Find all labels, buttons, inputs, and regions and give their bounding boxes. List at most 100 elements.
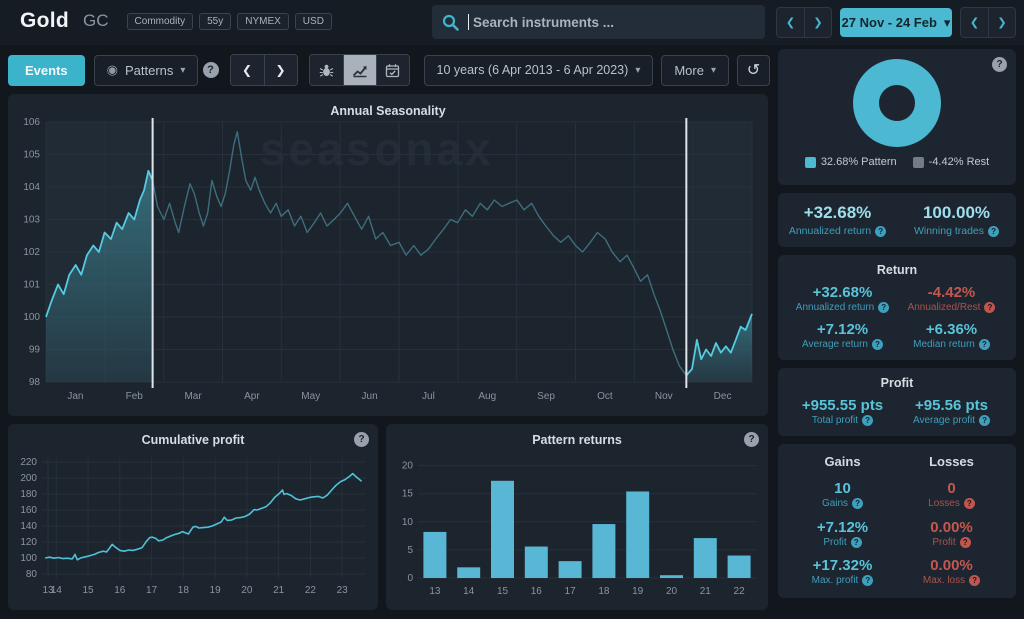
return-panel-title: Return	[876, 263, 918, 277]
svg-text:Apr: Apr	[244, 391, 260, 402]
search-input[interactable]	[473, 14, 755, 30]
next-pattern-button[interactable]: ❯	[263, 55, 297, 85]
svg-text:5: 5	[407, 545, 413, 556]
pattern-returns-title: Pattern returns	[532, 433, 622, 447]
previous-pattern-button[interactable]: ❮	[230, 55, 264, 85]
stat-gains-profit: +7.12% Profit?	[816, 518, 869, 548]
pattern-returns-panel: Pattern returns ? 0 5 10 15 20 13 14 15 16 17 18 19…	[386, 424, 768, 610]
svg-text:Nov: Nov	[655, 391, 673, 402]
svg-text:Feb: Feb	[126, 391, 144, 402]
svg-text:21: 21	[700, 586, 712, 597]
badge-history-length: 55y	[199, 12, 232, 30]
patterns-label: Patterns	[124, 62, 174, 78]
help-icon[interactable]: ?	[878, 302, 890, 313]
annualized-return-label: Annualized return	[788, 225, 872, 237]
bug-icon	[319, 64, 333, 77]
date-shift-forward-button[interactable]: ❯	[804, 8, 831, 37]
help-icon[interactable]: ?	[875, 225, 887, 237]
date-range-label: 27 Nov - 24 Feb	[841, 15, 937, 30]
patterns-dropdown[interactable]: ◉ Patterns ▾	[93, 54, 199, 86]
help-icon[interactable]: ?	[862, 415, 874, 427]
stat-max-profit: +17.32% Max. profit?	[811, 556, 874, 586]
chart-view-button[interactable]	[342, 55, 376, 85]
toolbar: Events ◉ Patterns ▾ ? ❮ ❯	[8, 54, 770, 86]
stat-average-return: +7.12% Average return?	[788, 321, 897, 350]
instrument-brand: Gold GC Commodity 55y NYMEX USD	[20, 9, 332, 33]
annualized-return-stat: +32.68% Annualized return?	[778, 203, 897, 237]
annualized-return-value: +32.68%	[803, 203, 872, 222]
help-icon[interactable]: ?	[988, 225, 1000, 237]
calendar-view-button[interactable]	[375, 55, 409, 85]
help-icon[interactable]: ?	[862, 574, 874, 586]
legend-rest-label: -4.42% Rest	[928, 156, 990, 168]
svg-text:Jan: Jan	[67, 391, 83, 402]
help-icon[interactable]: ?	[984, 302, 996, 313]
help-icon[interactable]: ?	[871, 339, 883, 351]
svg-text:20: 20	[402, 461, 414, 472]
svg-text:16: 16	[531, 586, 543, 597]
svg-text:Mar: Mar	[184, 391, 202, 402]
svg-text:23: 23	[337, 585, 349, 596]
caret-down-icon: ▾	[635, 64, 641, 76]
svg-text:120: 120	[20, 537, 37, 548]
date-shift-back-button[interactable]: ❮	[777, 8, 804, 37]
date-range-button[interactable]: 27 Nov - 24 Feb ▾	[840, 8, 952, 37]
toolbar-help-icon[interactable]: ?	[202, 62, 219, 78]
help-icon[interactable]: ?	[979, 415, 991, 427]
date-extend-back-button[interactable]: ❮	[961, 8, 988, 37]
svg-text:21: 21	[273, 585, 285, 596]
winning-trades-value: 100.00%	[922, 203, 991, 222]
help-icon[interactable]: ?	[959, 536, 971, 548]
text-cursor	[468, 14, 469, 30]
seasonality-chart: 98 99 100 101 102 103 104 105 106 Jan Feb Mar Apr May…	[23, 117, 753, 402]
svg-text:20: 20	[241, 585, 253, 596]
donut-legend: 32.68% Pattern -4.42% Rest	[778, 156, 1016, 168]
cumulative-profit-help-icon[interactable]: ?	[354, 432, 369, 447]
stat-average-profit: +95.56 pts Average profit?	[897, 397, 1006, 426]
stat-losses-count: 0 Losses?	[897, 480, 1006, 510]
pattern-donut-chart	[853, 59, 941, 147]
more-dropdown[interactable]: More ▾	[661, 54, 729, 86]
svg-text:101: 101	[23, 280, 40, 291]
stat-total-profit: +955.55 pts Total profit?	[801, 397, 884, 427]
help-icon[interactable]: ?	[978, 339, 990, 351]
pattern-returns-help-icon[interactable]: ?	[744, 432, 759, 447]
stat-annualized-rest: -4.42% Annualized/Rest?	[897, 284, 1006, 313]
events-button[interactable]: Events	[8, 54, 85, 86]
svg-text:17: 17	[565, 586, 577, 597]
stat-annualized-return: +32.68% Annualized return?	[788, 284, 897, 313]
search-icon	[442, 14, 459, 31]
svg-text:Jun: Jun	[362, 391, 378, 402]
summary-panel: +32.68% Annualized return? 100.00% Winni…	[778, 193, 1016, 247]
return-panel: Return +32.68% Annualized return? -4.42%…	[778, 255, 1016, 361]
svg-text:15: 15	[82, 585, 94, 596]
instrument-symbol: GC	[83, 11, 109, 30]
help-icon[interactable]: ?	[963, 498, 975, 510]
reset-icon[interactable]: ↺	[737, 54, 770, 86]
view-mode-group	[308, 54, 410, 86]
lookback-range-dropdown[interactable]: 10 years (6 Apr 2013 - 6 Apr 2023) ▾	[423, 54, 654, 86]
help-icon[interactable]: ?	[850, 536, 862, 548]
calendar-check-icon	[385, 63, 400, 77]
help-icon[interactable]: ?	[852, 498, 864, 510]
pattern-date-nav: ❮ ❯ 27 Nov - 24 Feb ▾ ❮ ❯	[776, 7, 1016, 38]
svg-text:220: 220	[20, 457, 37, 468]
svg-text:180: 180	[20, 489, 37, 500]
donut-help-icon[interactable]: ?	[992, 57, 1007, 72]
svg-text:18: 18	[178, 585, 190, 596]
svg-text:140: 140	[20, 521, 37, 532]
search-box[interactable]	[432, 5, 765, 39]
events-view-button[interactable]	[309, 55, 343, 85]
svg-text:13: 13	[42, 585, 54, 596]
rest-swatch-icon	[912, 156, 924, 168]
svg-text:22: 22	[734, 586, 746, 597]
date-extend-forward-button[interactable]: ❯	[988, 8, 1015, 37]
stat-median-return: +6.36% Median return?	[897, 321, 1006, 350]
gains-header: Gains	[824, 454, 861, 470]
svg-text:19: 19	[210, 585, 222, 596]
help-icon[interactable]: ?	[969, 574, 981, 586]
svg-text:104: 104	[23, 182, 40, 193]
page-title: Gold	[20, 9, 70, 32]
svg-text:15: 15	[497, 586, 509, 597]
date-shift-right-group: ❮ ❯	[960, 7, 1016, 38]
